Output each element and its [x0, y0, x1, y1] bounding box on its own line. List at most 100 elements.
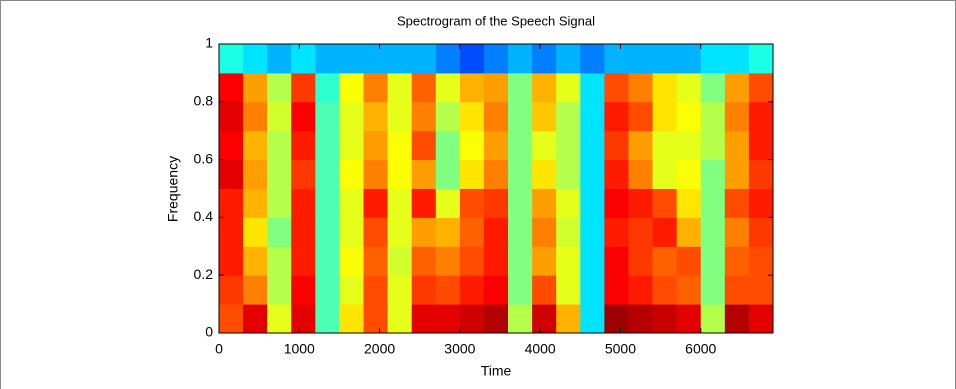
heatmap-cell	[508, 101, 533, 132]
heatmap-cell	[652, 130, 678, 161]
heatmap-cell	[724, 275, 750, 305]
heatmap-cell	[435, 188, 461, 218]
heatmap-cell	[508, 188, 533, 218]
heatmap-cell	[724, 217, 750, 247]
heatmap-cell	[700, 101, 726, 132]
x-axis-label: Time	[481, 363, 512, 379]
heatmap-cell	[267, 72, 292, 103]
heatmap-cell	[315, 72, 340, 103]
heatmap-cell	[700, 72, 726, 103]
heatmap-cell	[556, 275, 581, 305]
heatmap-cell	[700, 159, 726, 189]
heatmap-cell	[315, 44, 340, 74]
heatmap-cell	[652, 217, 678, 247]
x-tick-label: 2000	[364, 341, 395, 357]
heatmap-cell	[219, 275, 244, 305]
heatmap-cell	[291, 304, 316, 334]
heatmap-cell	[363, 159, 389, 189]
heatmap-cell	[604, 275, 629, 305]
x-tick-label: 3000	[444, 341, 475, 357]
heatmap-cell	[267, 130, 292, 161]
heatmap-cell	[676, 246, 702, 276]
heatmap-cell	[267, 304, 292, 334]
heatmap-cell	[724, 159, 750, 189]
heatmap-cell	[363, 304, 389, 334]
heatmap-cell	[267, 101, 292, 132]
heatmap-cell	[339, 188, 365, 218]
heatmap-cell	[459, 304, 485, 334]
heatmap-cell	[267, 188, 292, 218]
heatmap-cell	[508, 217, 533, 247]
heatmap-cell	[291, 217, 316, 247]
heatmap-cell	[435, 101, 461, 132]
heatmap-cell	[604, 44, 629, 74]
y-tick-label: 0	[205, 324, 213, 340]
y-tick-label: 1	[205, 35, 213, 51]
heatmap-cell	[243, 101, 268, 132]
heatmap-cell	[700, 188, 726, 218]
x-tick-label: 0	[215, 341, 223, 357]
heatmap-cell	[411, 130, 437, 161]
heatmap-cell	[267, 217, 292, 247]
heatmap-cell	[435, 275, 461, 305]
heatmap-cell	[243, 188, 268, 218]
heatmap-cell	[411, 188, 437, 218]
heatmap-cell	[676, 275, 702, 305]
heatmap-cell	[556, 72, 581, 103]
heatmap-cell	[483, 44, 509, 74]
heatmap-cell	[556, 159, 581, 189]
heatmap-cell	[628, 246, 654, 276]
heatmap-cell	[532, 275, 557, 305]
heatmap-cell	[748, 217, 774, 247]
heatmap-cell	[508, 130, 533, 161]
heatmap-cell	[604, 101, 629, 132]
heatmap-cell	[532, 101, 557, 132]
heatmap-cell	[724, 72, 750, 103]
heatmap-cell	[483, 101, 509, 132]
heatmap-cell	[339, 304, 365, 334]
heatmap-cell	[459, 72, 485, 103]
heatmap-cell	[748, 130, 774, 161]
heatmap-cell	[483, 304, 509, 334]
heatmap-cell	[243, 44, 268, 74]
heatmap-cell	[243, 159, 268, 189]
heatmap-cell	[219, 304, 244, 334]
heatmap-cell	[267, 246, 292, 276]
heatmap-cell	[459, 130, 485, 161]
heatmap-cell	[580, 159, 605, 189]
heatmap-cell	[700, 130, 726, 161]
heatmap-cell	[459, 217, 485, 247]
heatmap-cell	[508, 304, 533, 334]
heatmap-cell	[508, 275, 533, 305]
heatmap-cell	[724, 44, 750, 74]
y-tick-label: 0.2	[194, 266, 214, 282]
heatmap-cell	[411, 246, 437, 276]
heatmap-cell	[532, 72, 557, 103]
heatmap-cell	[556, 217, 581, 247]
heatmap-cell	[483, 130, 509, 161]
heatmap-cell	[387, 188, 413, 218]
heatmap-cell	[387, 44, 413, 74]
heatmap-cell	[219, 101, 244, 132]
heatmap-cell	[387, 101, 413, 132]
heatmap-cell	[628, 130, 654, 161]
heatmap-cell	[387, 72, 413, 103]
heatmap-cell	[483, 217, 509, 247]
heatmap-cell	[676, 44, 702, 74]
heatmap-cell	[724, 304, 750, 334]
heatmap-cell	[339, 159, 365, 189]
heatmap-cell	[532, 188, 557, 218]
heatmap-cell	[459, 101, 485, 132]
y-axis-label: Frequency	[165, 156, 181, 222]
heatmap-cell	[604, 130, 629, 161]
heatmap-cell	[459, 44, 485, 74]
heatmap-cell	[267, 44, 292, 74]
heatmap-cell	[363, 188, 389, 218]
heatmap-cell	[411, 217, 437, 247]
heatmap-cell	[748, 44, 774, 74]
heatmap-cell	[243, 72, 268, 103]
heatmap-cell	[748, 101, 774, 132]
heatmap-cell	[508, 159, 533, 189]
heatmap-cell	[700, 304, 726, 334]
heatmap-cell	[339, 101, 365, 132]
